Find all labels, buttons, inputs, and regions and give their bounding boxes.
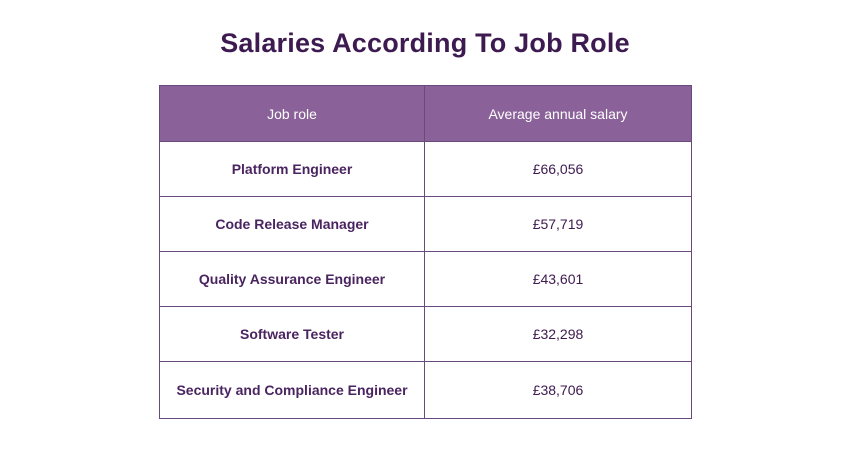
salary-cell: £66,056: [424, 141, 692, 197]
table-row: Platform Engineer £66,056: [159, 141, 692, 197]
table-row: Security and Compliance Engineer £38,706: [159, 361, 692, 419]
job-role-cell: Security and Compliance Engineer: [159, 361, 425, 419]
table-row: Quality Assurance Engineer £43,601: [159, 251, 692, 307]
salary-cell: £32,298: [424, 306, 692, 362]
page-title: Salaries According To Job Role: [220, 28, 630, 58]
table-row: Software Tester £32,298: [159, 306, 692, 362]
header-average-annual-salary: Average annual salary: [424, 85, 692, 142]
job-role-cell: Platform Engineer: [159, 141, 425, 197]
salary-table: Job role Average annual salary Platform …: [159, 85, 692, 419]
job-role-cell: Software Tester: [159, 306, 425, 362]
salary-cell: £57,719: [424, 196, 692, 252]
salary-cell: £38,706: [424, 361, 692, 419]
table-header-row: Job role Average annual salary: [159, 85, 692, 142]
table-row: Code Release Manager £57,719: [159, 196, 692, 252]
salary-cell: £43,601: [424, 251, 692, 307]
header-job-role: Job role: [159, 85, 425, 142]
job-role-cell: Code Release Manager: [159, 196, 425, 252]
job-role-cell: Quality Assurance Engineer: [159, 251, 425, 307]
